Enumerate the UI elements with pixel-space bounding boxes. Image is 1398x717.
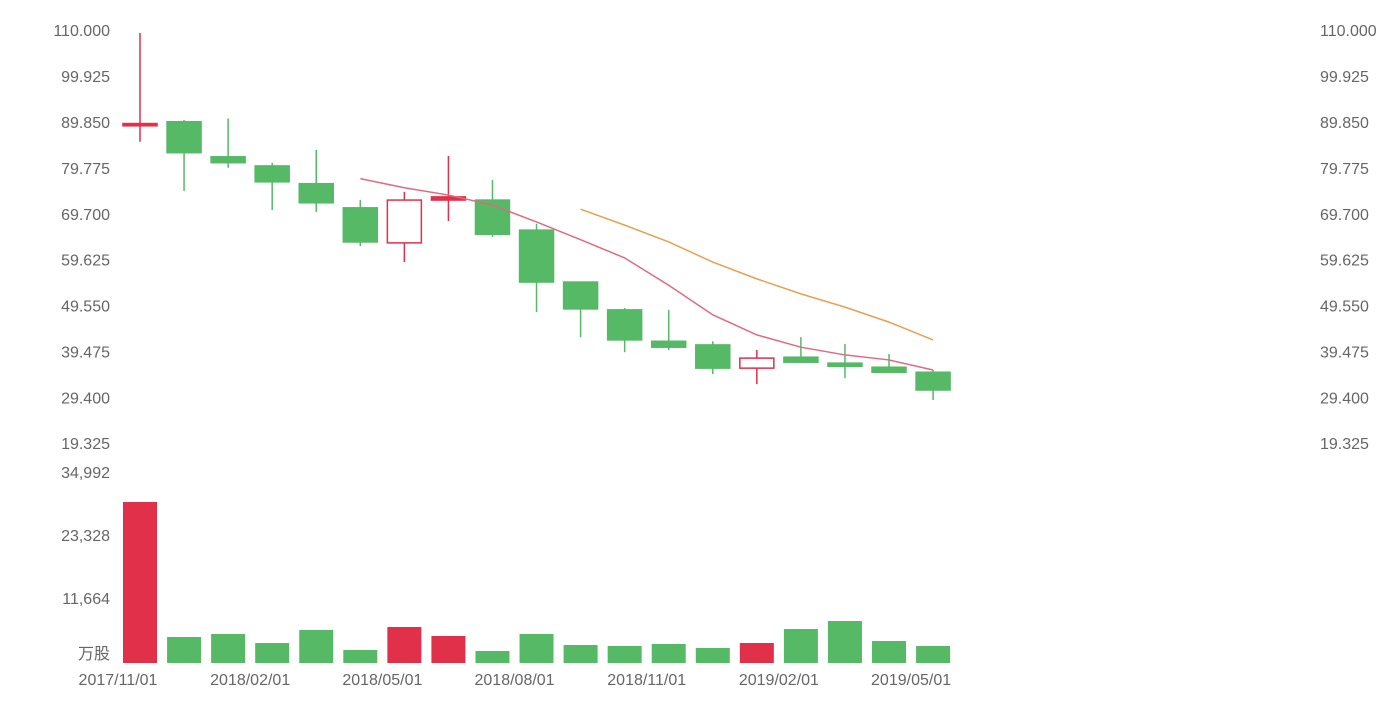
volume-bar bbox=[211, 634, 246, 663]
x-tick-label: 2017/11/01 bbox=[79, 672, 158, 689]
volume-tick-label: 23,328 bbox=[61, 528, 110, 545]
y-tick-label: 59.625 bbox=[61, 253, 110, 270]
volume-bar bbox=[343, 649, 378, 663]
volume-tick-label: 万股 bbox=[78, 645, 110, 663]
y2-tick-label: 79.775 bbox=[1320, 161, 1369, 178]
ma-line bbox=[580, 208, 934, 341]
candle-body bbox=[342, 207, 379, 243]
x-tick-label: 2018/02/01 bbox=[210, 672, 290, 689]
candle-body bbox=[650, 340, 687, 348]
x-tick-label: 2018/05/01 bbox=[342, 672, 422, 689]
volume-tick-label: 11,664 bbox=[62, 591, 110, 608]
y-tick-label: 99.925 bbox=[61, 69, 110, 86]
y-tick-label: 19.325 bbox=[61, 436, 110, 453]
y2-tick-label: 19.325 bbox=[1320, 436, 1369, 453]
volume-bar bbox=[695, 648, 730, 663]
volume-bar bbox=[123, 502, 157, 663]
volume-bar bbox=[783, 628, 818, 663]
volume-bar bbox=[827, 621, 862, 663]
candle-body bbox=[695, 344, 731, 369]
y2-tick-label: 69.700 bbox=[1320, 207, 1369, 224]
candle-body bbox=[210, 156, 246, 164]
volume-bar bbox=[255, 642, 290, 663]
volume-bar bbox=[167, 636, 202, 663]
volume-bar bbox=[916, 646, 951, 663]
y-tick-label: 49.550 bbox=[61, 299, 110, 316]
candle-body bbox=[739, 357, 775, 369]
candle-body bbox=[298, 182, 334, 204]
volume-bar bbox=[475, 650, 510, 663]
y2-tick-label: 39.475 bbox=[1320, 344, 1369, 361]
y2-tick-label: 110.000 bbox=[1320, 23, 1377, 40]
volume-bar bbox=[431, 635, 466, 663]
candle-body bbox=[166, 120, 202, 154]
candle-body bbox=[606, 309, 643, 341]
candle-body bbox=[518, 229, 555, 283]
y-tick-label: 89.850 bbox=[61, 115, 110, 132]
y2-tick-label: 59.625 bbox=[1320, 253, 1369, 270]
y-tick-label: 29.400 bbox=[61, 390, 110, 407]
y2-tick-label: 29.400 bbox=[1320, 390, 1369, 407]
candle-body bbox=[254, 165, 290, 183]
y2-tick-label: 99.925 bbox=[1320, 69, 1369, 86]
candle-body bbox=[783, 356, 819, 363]
candle-body bbox=[915, 371, 951, 391]
candle-body bbox=[386, 199, 423, 244]
candle-body bbox=[827, 362, 863, 368]
y-tick-label: 110.000 bbox=[53, 23, 110, 40]
candle-body bbox=[122, 122, 158, 127]
candle-body bbox=[562, 281, 599, 310]
candle-body bbox=[871, 366, 907, 373]
volume-bar bbox=[651, 643, 686, 663]
y-tick-label: 69.700 bbox=[61, 207, 110, 224]
volume-bar bbox=[563, 644, 598, 663]
ma-line bbox=[360, 177, 934, 371]
y2-tick-label: 89.850 bbox=[1320, 115, 1369, 132]
volume-bar bbox=[607, 646, 642, 663]
x-tick-label: 2019/02/01 bbox=[739, 672, 819, 689]
volume-bar bbox=[519, 634, 554, 663]
volume-bar bbox=[739, 642, 774, 663]
x-tick-label: 2018/08/01 bbox=[475, 672, 555, 689]
x-tick-label: 2018/11/01 bbox=[607, 672, 686, 689]
y-tick-label: 79.775 bbox=[61, 161, 110, 178]
volume-tick-label: 34,992 bbox=[61, 465, 110, 482]
volume-bar bbox=[299, 629, 334, 663]
volume-bar bbox=[387, 627, 422, 663]
volume-bar bbox=[872, 641, 907, 663]
x-tick-label: 2019/05/01 bbox=[871, 672, 951, 689]
y-tick-label: 39.475 bbox=[61, 344, 110, 361]
y2-tick-label: 49.550 bbox=[1320, 299, 1369, 316]
